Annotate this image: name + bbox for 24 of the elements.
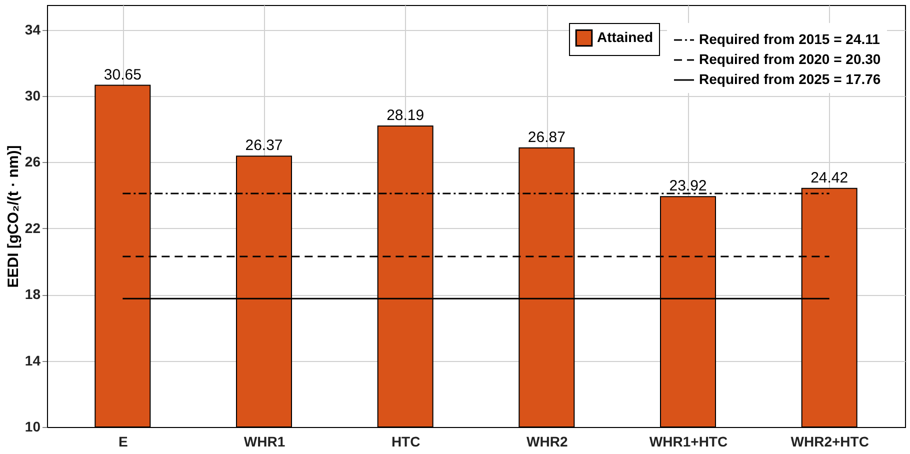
data-label: 28.19	[386, 106, 424, 124]
x-tick-label: WHR2	[526, 434, 568, 450]
y-tick-label: 10	[24, 418, 41, 434]
y-tick-label: 22	[24, 220, 41, 236]
y-tick-label: 18	[24, 286, 41, 302]
data-label: 26.87	[528, 128, 566, 146]
x-tick-label: E	[118, 434, 128, 450]
legend-label: Attained	[597, 29, 653, 45]
data-label: 26.37	[245, 137, 283, 154]
x-tick-label: WHR2+HTC	[790, 434, 869, 450]
y-axis-title: EEDI [gCO₂/(t · nm)]	[4, 145, 22, 288]
data-label: 23.92	[669, 178, 707, 195]
x-tick-label: WHR1+HTC	[649, 434, 728, 450]
legend-label: Required from 2015 = 24.11	[699, 31, 880, 47]
y-tick-label: 14	[24, 352, 41, 368]
x-tick-label: HTC	[391, 434, 420, 450]
x-tick-label: WHR1	[244, 434, 286, 450]
legend-label: Required from 2025 = 17.76	[699, 71, 881, 87]
y-tick-label: 26	[24, 154, 41, 170]
legend-label: Required from 2020 = 20.30	[699, 51, 881, 67]
y-tick-label: 34	[24, 21, 41, 38]
data-label: 24.42	[810, 169, 848, 186]
y-tick-label: 30	[24, 88, 41, 104]
data-label: 30.65	[104, 66, 142, 84]
